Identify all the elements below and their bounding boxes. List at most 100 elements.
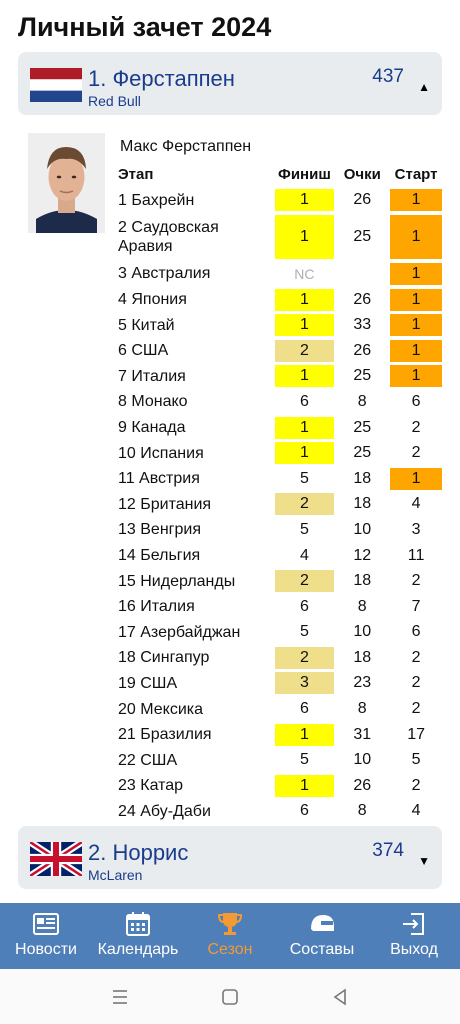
start-cell: 2 bbox=[411, 700, 421, 718]
start-cell: 1 bbox=[390, 339, 442, 362]
stage-name: 13 Венгрия bbox=[118, 521, 201, 539]
tab-label: Новости bbox=[15, 941, 77, 958]
start-cell: 4 bbox=[411, 802, 421, 820]
tab-news[interactable]: Новости bbox=[0, 903, 92, 969]
stage-name: 5 Китай bbox=[118, 316, 175, 334]
points-cell: 10 bbox=[353, 520, 372, 538]
start-cell: 2 bbox=[411, 444, 421, 462]
team-name: Red Bull bbox=[88, 93, 141, 109]
table-row: 16 Италия 6 8 7 bbox=[118, 594, 442, 620]
driver-points: 374 bbox=[372, 840, 404, 861]
finish-cell: 6 bbox=[299, 700, 309, 718]
stage-name: 8 Монако bbox=[118, 393, 188, 411]
driver-full-name: Макс Ферстаппен bbox=[120, 138, 252, 155]
home-icon[interactable] bbox=[218, 985, 242, 1009]
back-icon[interactable] bbox=[328, 985, 352, 1009]
chevron-up-icon[interactable]: ▲ bbox=[418, 80, 430, 94]
driver-card-header-verstappen[interactable]: 1. Ферстаппен Red Bull 437 ▲ bbox=[18, 52, 442, 115]
start-cell: 5 bbox=[411, 751, 421, 769]
stage-name: 17 Азербайджан bbox=[118, 623, 241, 641]
driver-photo bbox=[28, 133, 105, 233]
points-cell: 12 bbox=[353, 546, 372, 564]
points-cell: 18 bbox=[353, 495, 372, 513]
start-cell: 2 bbox=[411, 648, 421, 666]
trophy-icon bbox=[217, 913, 243, 935]
finish-cell: 1 bbox=[274, 365, 335, 388]
driver-card-header-norris[interactable]: 2. Норрис McLaren 374 ▼ bbox=[18, 826, 442, 889]
finish-cell: 5 bbox=[299, 520, 309, 538]
table-row: 10 Испания 1 25 2 bbox=[118, 440, 442, 466]
tab-label: Календарь bbox=[97, 941, 179, 958]
tab-teams[interactable]: Составы bbox=[276, 903, 368, 969]
uk-flag-icon bbox=[30, 842, 82, 876]
table-row: 2 Саудовская Аравия 1 25 1 bbox=[118, 213, 442, 261]
table-row: 22 США 5 10 5 bbox=[118, 747, 442, 773]
tab-season[interactable]: Сезон bbox=[184, 903, 276, 969]
finish-cell: 6 bbox=[299, 392, 309, 410]
finish-cell: 6 bbox=[299, 802, 309, 820]
points-cell: 10 bbox=[353, 623, 372, 641]
points-cell: 18 bbox=[353, 572, 372, 590]
start-cell: 2 bbox=[411, 674, 421, 692]
stage-name: 14 Бельгия bbox=[118, 547, 201, 565]
table-row: 15 Нидерланды 2 18 2 bbox=[118, 568, 442, 594]
table-row: 18 Сингапур 2 18 2 bbox=[118, 645, 442, 671]
table-row: 9 Канада 1 25 2 bbox=[118, 415, 442, 441]
table-row: 8 Монако 6 8 6 bbox=[118, 389, 442, 415]
chevron-down-icon[interactable]: ▼ bbox=[418, 854, 430, 868]
tab-exit[interactable]: Выход bbox=[368, 903, 460, 969]
table-row: 4 Япония 1 26 1 bbox=[118, 287, 442, 313]
netherlands-flag-icon bbox=[30, 68, 82, 102]
points-cell: 26 bbox=[353, 191, 372, 209]
header-points: Очки bbox=[343, 166, 381, 184]
helmet-icon bbox=[311, 915, 334, 931]
table-row: 21 Бразилия 1 31 17 bbox=[118, 722, 442, 748]
table-row: 5 Китай 1 33 1 bbox=[118, 312, 442, 338]
points-cell: 26 bbox=[353, 776, 372, 794]
points-cell: 26 bbox=[353, 290, 372, 308]
points-cell: 31 bbox=[353, 725, 372, 743]
points-cell: 25 bbox=[353, 418, 372, 436]
results-table: Этап Финиш Очки Старт 1 Бахрейн 1 26 1 2… bbox=[118, 162, 442, 824]
finish-cell: 1 bbox=[274, 416, 335, 439]
points-cell: 8 bbox=[357, 802, 367, 820]
system-nav-bar bbox=[0, 969, 460, 1024]
table-row: 23 Катар 1 26 2 bbox=[118, 773, 442, 799]
finish-cell: 3 bbox=[274, 672, 335, 695]
table-row: 6 США 2 26 1 bbox=[118, 338, 442, 364]
calendar-icon bbox=[126, 912, 150, 936]
menu-icon[interactable] bbox=[108, 985, 132, 1009]
finish-cell: 1 bbox=[274, 288, 335, 311]
stage-name: 12 Британия bbox=[118, 495, 212, 513]
points-cell: 26 bbox=[353, 341, 372, 359]
stage-name: 23 Катар bbox=[118, 777, 184, 795]
tab-label: Сезон bbox=[207, 941, 253, 958]
stage-name: 9 Канада bbox=[118, 419, 186, 437]
start-cell: 3 bbox=[411, 520, 421, 538]
points-cell: 25 bbox=[353, 367, 372, 385]
stage-name: 18 Сингапур bbox=[118, 649, 210, 667]
table-row: 7 Италия 1 25 1 bbox=[118, 364, 442, 390]
points-cell: 23 bbox=[353, 674, 372, 692]
table-row: 13 Венгрия 5 10 3 bbox=[118, 517, 442, 543]
table-row: 20 Мексика 6 8 2 bbox=[118, 696, 442, 722]
header-stage: Этап bbox=[118, 166, 154, 184]
driver-name: 1. Ферстаппен bbox=[88, 66, 235, 91]
team-name: McLaren bbox=[88, 867, 143, 883]
finish-cell: 1 bbox=[274, 189, 335, 212]
finish-cell: 1 bbox=[274, 774, 335, 797]
header-start: Старт bbox=[394, 166, 438, 184]
tab-calendar[interactable]: Календарь bbox=[92, 903, 184, 969]
start-cell: 1 bbox=[390, 262, 442, 285]
exit-icon bbox=[403, 913, 424, 935]
stage-name: 20 Мексика bbox=[118, 700, 204, 718]
start-cell: 17 bbox=[407, 725, 425, 743]
points-cell: 8 bbox=[357, 700, 367, 718]
table-row: 1 Бахрейн 1 26 1 bbox=[118, 188, 442, 214]
news-icon bbox=[33, 913, 59, 935]
finish-cell: NC bbox=[294, 265, 315, 282]
start-cell: 6 bbox=[411, 623, 421, 641]
finish-cell: 5 bbox=[299, 623, 309, 641]
results-header-row: Этап Финиш Очки Старт bbox=[118, 162, 442, 188]
table-row: 17 Азербайджан 5 10 6 bbox=[118, 620, 442, 646]
